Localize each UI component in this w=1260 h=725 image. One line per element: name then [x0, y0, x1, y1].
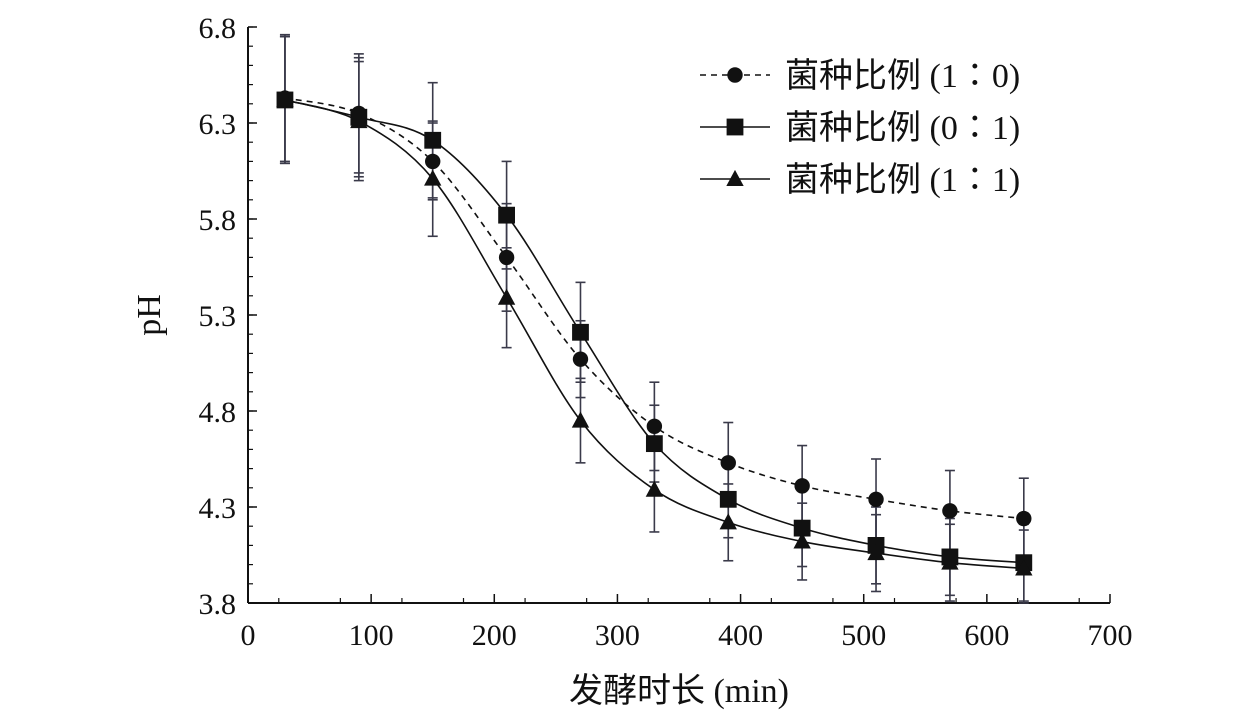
circle-marker: [572, 351, 589, 367]
square-marker: [498, 206, 515, 224]
square-marker: [424, 131, 442, 149]
series-line-0: [284, 97, 1024, 520]
triangle-marker: [350, 111, 368, 129]
triangle-marker: [719, 513, 737, 530]
triangle-marker: [497, 288, 516, 305]
y-tick-label: 6.8: [199, 12, 237, 45]
square-marker: [793, 519, 811, 537]
x-axis-label: 发酵时长 (min): [569, 672, 789, 710]
circle-marker: [868, 491, 884, 508]
square-marker: [645, 435, 663, 453]
square-marker: [719, 490, 737, 508]
x-tick-label: 400: [718, 619, 763, 652]
circle-marker: [425, 153, 441, 170]
triangle-marker: [1015, 559, 1033, 576]
series-line-1: [284, 99, 1024, 564]
circle-marker: [646, 418, 663, 435]
x-tick-label: 200: [472, 619, 517, 652]
series-line-2: [284, 99, 1024, 570]
data-markers: [276, 90, 1033, 576]
triangle-marker: [645, 480, 664, 497]
x-tick-label: 700: [1088, 619, 1133, 652]
axes: 0 100 200 300 400 500 600 700 3.8 4.3 4.8 5.3 5.8 6.3…: [199, 12, 1133, 652]
y-tick-label: 3.8: [199, 588, 237, 621]
triangle-marker: [867, 543, 885, 561]
circle-marker: [1016, 510, 1032, 527]
x-tick-label: 500: [841, 619, 886, 652]
triangle-marker: [571, 411, 590, 428]
circle-marker: [942, 503, 958, 519]
circle-marker: [498, 249, 515, 266]
triangle-marker: [793, 532, 811, 549]
legend-label: 菌种比例 (1∶0): [785, 57, 1020, 95]
y-tick-label: 4.3: [199, 492, 237, 525]
square-marker: [572, 323, 589, 341]
x-tick-label: 0: [241, 619, 256, 652]
triangle-marker: [941, 553, 959, 570]
circle-marker: [720, 455, 736, 471]
y-tick-label: 5.8: [199, 204, 237, 237]
legend-label: 菌种比例 (0∶1): [785, 109, 1020, 147]
triangle-marker: [276, 90, 294, 107]
y-tick-label: 4.8: [199, 396, 237, 429]
x-tick-label: 100: [349, 619, 394, 652]
y-tick-label: 5.3: [199, 300, 237, 333]
series-lines: [284, 97, 1024, 570]
triangle-marker: [726, 169, 744, 186]
circle-marker: [727, 67, 743, 83]
triangle-marker: [424, 169, 442, 186]
y-tick-label: 6.3: [199, 108, 237, 141]
circle-marker: [794, 478, 810, 494]
y-axis-label: pH: [131, 294, 168, 336]
x-tick-label: 600: [964, 619, 1009, 652]
legend: 菌种比例 (1∶0) 菌种比例 (0∶1) 菌种比例 (1∶1): [700, 57, 1020, 199]
square-marker: [726, 118, 744, 136]
legend-label: 菌种比例 (1∶1): [785, 161, 1020, 199]
x-tick-label: 300: [595, 619, 640, 652]
